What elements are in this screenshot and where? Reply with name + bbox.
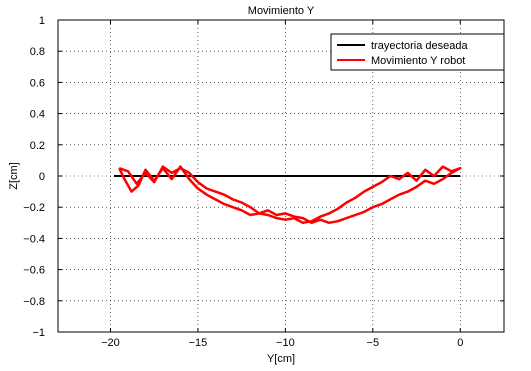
y-tick-label: 0.6 bbox=[30, 77, 45, 89]
y-tick-label: −0.6 bbox=[23, 265, 45, 277]
legend-label-trayectoria-deseada: trayectoria deseada bbox=[371, 40, 468, 52]
y-tick-label: 1 bbox=[39, 15, 45, 27]
x-tick-label: 0 bbox=[457, 337, 463, 349]
series-line-movimiento-y-robot bbox=[118, 165, 462, 225]
legend-label-movimiento-y-robot: Movimiento Y robot bbox=[371, 55, 465, 67]
series-layer bbox=[114, 165, 462, 225]
x-tick-label: −15 bbox=[189, 337, 208, 349]
y-tick-label: −1 bbox=[32, 327, 45, 339]
x-tick-label: −20 bbox=[101, 337, 120, 349]
x-axis-title: Y[cm] bbox=[267, 353, 295, 365]
legend: trayectoria deseada Movimiento Y robot bbox=[330, 33, 505, 71]
y-tick-label: −0.4 bbox=[23, 233, 45, 245]
x-tick-label: −5 bbox=[367, 337, 380, 349]
chart-title: Movimiento Y bbox=[248, 5, 315, 17]
legend-box bbox=[330, 33, 505, 71]
y-tick-label: 0.4 bbox=[30, 109, 45, 121]
y-tick-label: 0.2 bbox=[30, 140, 45, 152]
ticks bbox=[58, 19, 504, 333]
y-tick-label: −0.2 bbox=[23, 202, 45, 214]
x-tick-label: −10 bbox=[276, 337, 295, 349]
y-tick-label: 0 bbox=[39, 171, 45, 183]
y-tick-label: −0.8 bbox=[23, 296, 45, 308]
tick-labels: −20 −15 −10 −5 0 1 0.8 0.6 0.4 0.2 0 −0.2 −0.4 −0.6 −0… bbox=[23, 15, 463, 349]
y-tick-label: 0.8 bbox=[30, 46, 45, 58]
y-axis-title: Z[cm] bbox=[8, 162, 20, 190]
